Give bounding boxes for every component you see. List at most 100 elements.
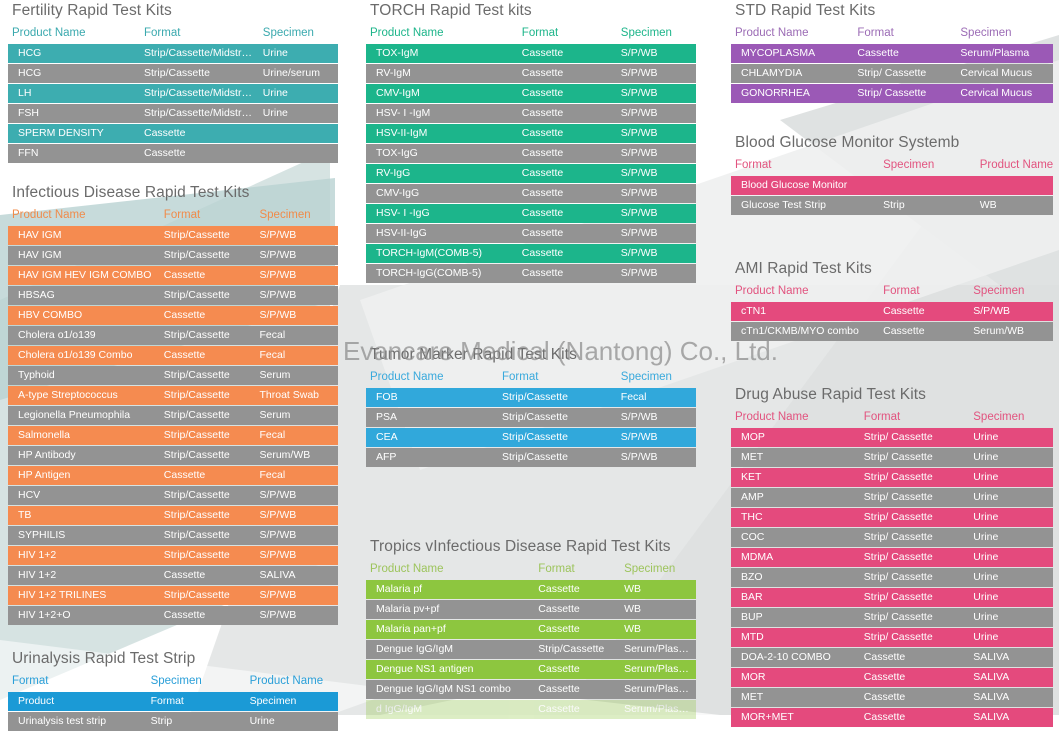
table-row: Product Format Specimen [8, 692, 338, 711]
cell-specimen: Urine [969, 568, 1053, 587]
section-title-ami: AMI Rapid Test Kits [735, 260, 872, 277]
column-header-3: Specimen [960, 27, 1012, 39]
cell-product: MOP [731, 428, 860, 447]
cell-format: Strip/Cassette [159, 586, 256, 605]
section-tumor-marker: Tumor Marker Rapid Test Kits Product Name… [366, 344, 696, 468]
column-header-2: Format [538, 563, 575, 575]
cell-specimen: Serum/WB [969, 322, 1053, 341]
table-row: DOA-2-10 COMBO Cassette SALIVA [731, 648, 1053, 667]
cell-specimen: Fecal [255, 426, 338, 445]
cell-specimen: S/P/WB [969, 302, 1053, 321]
cell-format: Strip/ Cassette [859, 528, 970, 547]
table-row: cTn1/CKMB/MYO combo Cassette Serum/WB [731, 322, 1053, 341]
column-header-3: Specimen [624, 563, 676, 575]
table-row: Salmonella Strip/Cassette Fecal [8, 426, 338, 445]
cell-product: TB [8, 506, 160, 525]
table-row: MOR Cassette SALIVA [731, 668, 1053, 687]
cell-specimen: Fecal [255, 326, 338, 345]
cell-specimen: Fecal [255, 346, 338, 365]
table-row: Dengue IgG/IgM NS1 combo Cassette Serum/Pl… [366, 680, 696, 699]
table-row: CMV-IgM Cassette S/P/WB [366, 84, 696, 103]
section-infectious-disease: Infectious Disease Rapid Test Kits Produc… [8, 182, 338, 626]
cell-product: MET [731, 448, 860, 467]
cell-specimen: Serum/Plasma [620, 680, 696, 699]
cell-specimen: S/P/WB [255, 246, 338, 265]
table-row: HAV IGM Strip/Cassette S/P/WB [8, 246, 338, 265]
table-row: TORCH-IgM(COMB-5) Cassette S/P/WB [366, 244, 696, 263]
cell-format: Strip/Cassette [159, 526, 256, 545]
table-std: Product Name Format Specimen MYCOPLASMA Cass… [731, 25, 1053, 104]
column-header-2: Format [144, 27, 181, 39]
cell-product: MET [731, 688, 860, 707]
cell-product: Blood Glucose Monitor [731, 176, 880, 195]
cell-product: Malaria pv+pf [366, 600, 535, 619]
cell-format: Cassette [534, 580, 621, 599]
column-header-3: Specimen [259, 209, 311, 221]
table-row: HIV 1+2+O Cassette S/P/WB [8, 606, 338, 625]
cell-specimen: S/P/WB [616, 64, 696, 83]
cell-format: Cassette [517, 44, 617, 63]
cell-product: HSV- I -IgG [366, 204, 518, 223]
column-header-1: Format [12, 675, 49, 687]
cell-format: Cassette [859, 708, 970, 727]
cell-product: HAV IGM [8, 246, 160, 265]
column-middle: TORCH Rapid Test kits Product Name Format S… [366, 0, 696, 724]
cell-product: FFN [8, 144, 140, 163]
cell-format: Strip/Cassette [159, 546, 256, 565]
cell-specimen: Serum/Plasma [620, 660, 696, 679]
table-row: CEA Strip/Cassette S/P/WB [366, 428, 696, 447]
table-row: Blood Glucose Monitor [731, 176, 1053, 195]
table-tropics-infectious: Product Name Format Specimen Malaria pf Cass… [366, 561, 696, 720]
cell-specimen: S/P/WB [616, 184, 696, 203]
cell-specimen: S/P/WB [616, 144, 696, 163]
cell-product: THC [731, 508, 860, 527]
cell-format: Cassette [534, 660, 621, 679]
cell-specimen: SALIVA [969, 708, 1053, 727]
section-tropics-infectious: Tropics vInfectious Disease Rapid Test K… [366, 536, 696, 720]
cell-format: Cassette [159, 306, 256, 325]
cell-format: Cassette [859, 688, 970, 707]
table-row: A-type Streptococcus Strip/Cassette Throat… [8, 386, 338, 405]
cell-product: HCG [8, 44, 140, 63]
cell-format: Strip/Cassette [159, 386, 256, 405]
cell-format: Strip/Cassette [498, 448, 617, 467]
cell-format: Strip/Cassette [534, 640, 621, 659]
cell-specimen: Urine [969, 548, 1053, 567]
cell-specimen: Serum/WB [255, 446, 338, 465]
cell-specimen: S/P/WB [616, 448, 696, 467]
cell-format: Strip/ Cassette [853, 64, 957, 83]
cell-specimen: WB [620, 580, 696, 599]
table-row: FSH Strip/Cassette/Midstream Urine [8, 104, 338, 123]
cell-specimen: Throat Swab [255, 386, 338, 405]
cell-format: Cassette [859, 668, 970, 687]
column-header-1: Product Name [12, 27, 86, 39]
cell-specimen: Urine [258, 44, 338, 63]
cell-specimen: S/P/WB [616, 164, 696, 183]
cell-format: Strip/Cassette/Midstream [140, 84, 259, 103]
section-fertility: Fertility Rapid Test Kits Product Name For… [8, 0, 338, 164]
table-row: Glucose Test Strip Strip WB [731, 196, 1053, 215]
cell-product: HAV IGM HEV IGM COMBO [8, 266, 160, 285]
cell-format: Cassette [517, 124, 617, 143]
table-row: FFN Cassette [8, 144, 338, 163]
section-std: STD Rapid Test Kits Product Name Format Spe… [731, 0, 1053, 104]
column-header-1: Product Name [370, 563, 444, 575]
table-row: RV-IgG Cassette S/P/WB [366, 164, 696, 183]
cell-specimen: SALIVA [255, 566, 338, 585]
cell-specimen: S/P/WB [255, 526, 338, 545]
table-row: MDMA Strip/ Cassette Urine [731, 548, 1053, 567]
cell-product: HBSAG [8, 286, 160, 305]
cell-format: Cassette [517, 224, 617, 243]
table-row: TORCH-IgG(COMB-5) Cassette S/P/WB [366, 264, 696, 283]
cell-specimen: Fecal [616, 388, 696, 407]
cell-specimen: S/P/WB [616, 44, 696, 63]
cell-format: Cassette [517, 84, 617, 103]
table-row: COC Strip/ Cassette Urine [731, 528, 1053, 547]
cell-product: GONORRHEA [731, 84, 854, 103]
section-title-drug-abuse: Drug Abuse Rapid Test Kits [735, 386, 926, 403]
table-row: HAV IGM Strip/Cassette S/P/WB [8, 226, 338, 245]
table-row: FOB Strip/Cassette Fecal [366, 388, 696, 407]
cell-format: Cassette [879, 302, 970, 321]
cell-specimen: SALIVA [969, 668, 1053, 687]
cell-product: HSV- I -IgM [366, 104, 518, 123]
